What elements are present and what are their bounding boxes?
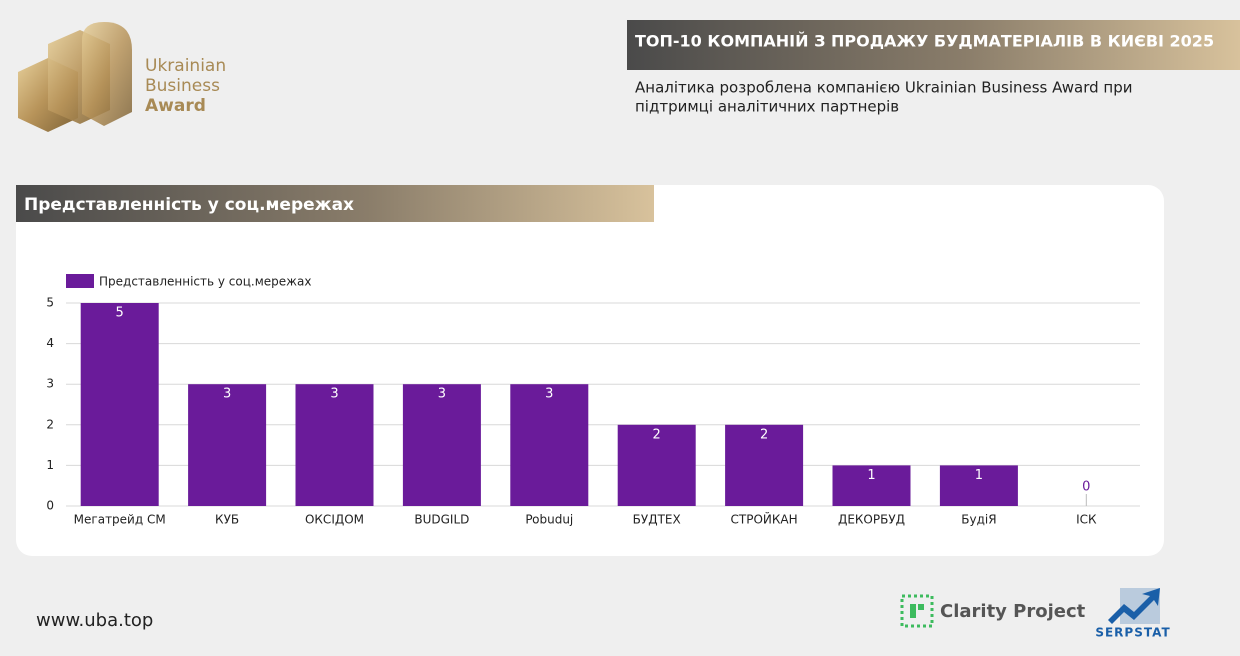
y-tick-label: 3: [46, 377, 54, 391]
y-tick-label: 4: [46, 336, 54, 350]
logo-text: Award: [145, 96, 206, 116]
bar: [832, 465, 911, 506]
logo-text: Ukrainian: [145, 56, 226, 76]
value-label: 3: [438, 387, 446, 402]
partner-name: Clarity Project: [940, 601, 1086, 622]
chart-title: Представленність у соц.мережах: [24, 195, 354, 215]
y-tick-label: 1: [46, 458, 54, 472]
logo-text: Business: [145, 76, 220, 96]
bar: [725, 424, 804, 506]
y-tick-label: 2: [46, 417, 54, 431]
legend-swatch: [66, 274, 94, 288]
x-tick-label: BUDGILD: [414, 513, 469, 527]
bar: [80, 303, 159, 506]
value-label: 3: [545, 387, 553, 402]
x-tick-label: Pobuduj: [525, 513, 573, 527]
header-subtitle: Аналітика розроблена компанією Ukrainian…: [635, 79, 1133, 97]
value-label: 5: [116, 306, 124, 321]
x-tick-label: БУДТЕХ: [633, 513, 681, 527]
logo-mark: [18, 22, 132, 132]
x-tick-label: КУБ: [215, 513, 239, 527]
x-tick-label: Мегатрейд СМ: [74, 513, 166, 527]
bar: [510, 384, 589, 506]
value-label: 3: [330, 387, 338, 402]
partner-name: SERPSTAT: [1095, 626, 1170, 640]
value-label: 3: [223, 387, 231, 402]
chart-title-banner: [16, 185, 654, 222]
bar: [188, 384, 267, 506]
y-tick-label: 5: [46, 296, 54, 310]
x-tick-label: ДЕКОРБУД: [838, 513, 905, 527]
x-tick-label: ІСК: [1076, 513, 1097, 527]
header-title: ТОП-10 КОМПАНІЙ З ПРОДАЖУ БУДМАТЕРІАЛІВ …: [635, 32, 1214, 51]
plot: 0 1 2 3 4 5 Мегатрейд СМ 5 КУБ 3 ОКСІДОМ 3 BUDGILD 3 P…: [46, 296, 1140, 527]
header-subtitle: підтримці аналітичних партнерів: [635, 98, 899, 116]
value-label: 2: [653, 427, 661, 442]
value-label: 1: [867, 468, 875, 483]
bar: [402, 384, 481, 506]
x-tick-label: БудіЯ: [961, 513, 996, 527]
bar: [617, 424, 696, 506]
serpstat-icon: [1108, 588, 1160, 624]
value-label: 0: [1082, 480, 1090, 495]
y-tick-label: 0: [46, 499, 54, 513]
value-label: 2: [760, 427, 768, 442]
footer-url[interactable]: www.uba.top: [36, 610, 153, 631]
clarity-icon: [900, 594, 934, 628]
x-tick-label: ОКСІДОМ: [305, 513, 364, 527]
bar: [295, 384, 374, 506]
bar: [939, 465, 1018, 506]
legend-label: Представленність у соц.мережах: [99, 275, 311, 289]
x-tick-label: СТРОЙКАН: [731, 512, 798, 527]
value-label: 1: [975, 468, 983, 483]
header-banner: [627, 20, 1240, 70]
